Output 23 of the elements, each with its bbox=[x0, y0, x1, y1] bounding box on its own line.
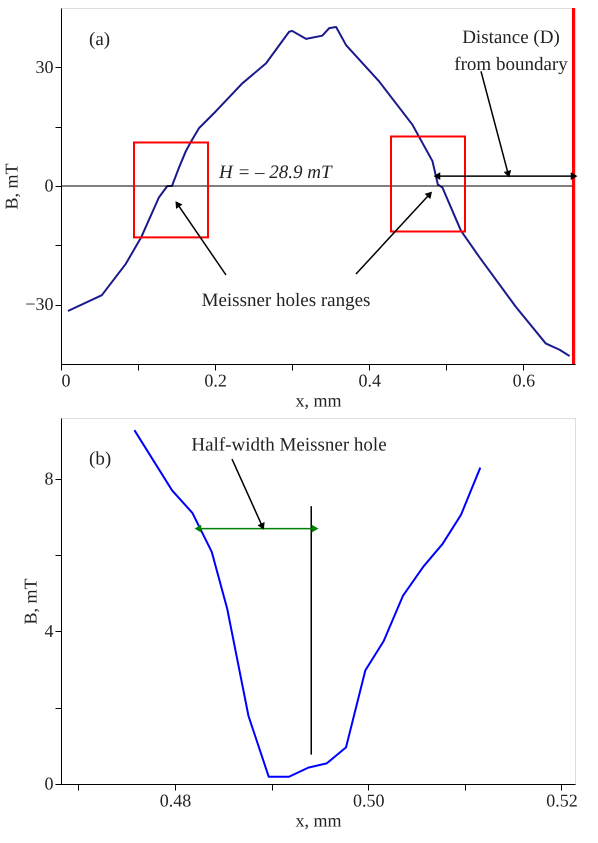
y-tick-label: 0 bbox=[44, 176, 54, 196]
y-tick-label: 8 bbox=[44, 468, 54, 488]
y-axis-title: B, mT bbox=[1, 163, 22, 210]
annotation: Meissner holes ranges bbox=[202, 290, 370, 311]
annotation: Half-width Meissner hole bbox=[191, 434, 387, 456]
x-tick-label: 0.50 bbox=[352, 790, 384, 810]
x-axis-title: x, mm bbox=[295, 810, 342, 830]
y-tick-label: 4 bbox=[44, 621, 54, 641]
x-tick-label: 0.4 bbox=[358, 370, 381, 390]
x-axis-title: x, mm bbox=[295, 390, 342, 410]
x-tick-label: 0.52 bbox=[546, 790, 578, 810]
x-tick-label: 0 bbox=[62, 370, 70, 390]
y-tick-label: −30 bbox=[25, 294, 54, 314]
y-axis-title: B, mT bbox=[20, 578, 40, 625]
annotation: Distance (D) from boundary bbox=[454, 26, 568, 75]
x-tick-label: 0.2 bbox=[204, 370, 227, 390]
x-tick-label: 0.48 bbox=[160, 790, 192, 810]
y-tick-label: 0 bbox=[44, 774, 54, 794]
annotation: (b) bbox=[89, 448, 112, 470]
ref-line-label: H = – 28.9 mT bbox=[218, 162, 334, 183]
x-tick-label: 0.6 bbox=[512, 370, 536, 390]
annotation: (a) bbox=[89, 28, 110, 50]
y-tick-label: 30 bbox=[36, 56, 54, 77]
